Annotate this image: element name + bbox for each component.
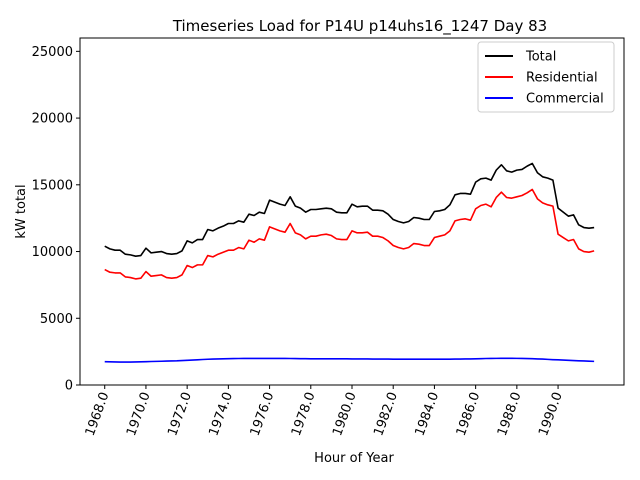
legend-label-commercial: Commercial <box>526 92 604 107</box>
y-tick-label: 25000 <box>32 45 73 60</box>
x-tick-label: 1984.0 <box>413 390 443 438</box>
y-tick-label: 15000 <box>32 178 73 193</box>
series-line-commercial <box>104 357 595 363</box>
legend-label-total: Total <box>525 50 556 65</box>
x-tick-label: 1988.0 <box>495 390 525 438</box>
legend-box <box>477 41 615 113</box>
x-tick-label: 1990.0 <box>536 390 566 438</box>
x-tick-label: 1968.0 <box>83 390 113 438</box>
series-line-residential <box>104 188 595 280</box>
y-tick-label: 5000 <box>40 312 73 327</box>
legend-label-residential: Residential <box>526 71 598 86</box>
y-tick-label: 0 <box>65 379 73 394</box>
x-tick-label: 1980.0 <box>330 390 360 438</box>
y-tick-label: 10000 <box>32 245 73 260</box>
x-axis-label: Hour of Year <box>314 451 394 466</box>
legend: Total Residential Commercial <box>477 41 615 113</box>
y-axis-label: kW total <box>14 184 29 238</box>
x-tick-label: 1978.0 <box>289 390 319 438</box>
y-tick-label: 20000 <box>32 112 73 127</box>
series-layer <box>104 162 595 363</box>
x-tick-label: 1972.0 <box>165 390 195 438</box>
series-line-total <box>104 162 595 258</box>
x-tick-label: 1986.0 <box>454 390 484 438</box>
x-tick-label: 1976.0 <box>248 390 278 438</box>
x-axis: 1968.0 1970.0 1972.0 1974.0 1976.0 1978.0 1980… <box>83 385 566 438</box>
x-tick-label: 1970.0 <box>124 390 154 438</box>
legend-entries: Total Residential Commercial <box>485 50 604 107</box>
chart-title: Timeseries Load for P14U p14uhs16_1247 D… <box>172 17 547 36</box>
x-tick-label: 1974.0 <box>206 390 236 438</box>
y-axis: 0 5000 10000 15000 20000 25000 <box>32 45 80 394</box>
x-tick-label: 1982.0 <box>371 390 401 438</box>
